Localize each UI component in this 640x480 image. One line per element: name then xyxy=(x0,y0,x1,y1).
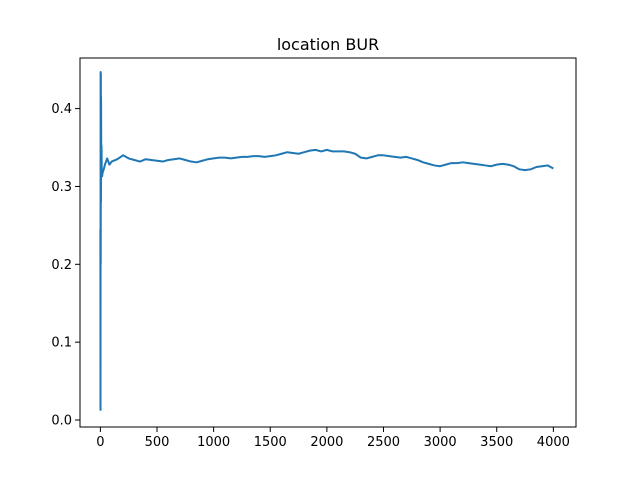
x-tick-label: 500 xyxy=(145,435,170,450)
x-tick-label: 0 xyxy=(96,435,104,450)
axes-frame xyxy=(79,57,577,428)
y-tick-label: 0.0 xyxy=(51,413,72,428)
x-tick-label: 2500 xyxy=(367,435,400,450)
series-line-0 xyxy=(99,71,554,411)
x-tick-label: 2000 xyxy=(310,435,343,450)
axes: 0 500 1000 1500 2000 2500 3000 3500 4000 0.0 0.1 0.… xyxy=(51,57,577,450)
y-tick-label: 0.2 xyxy=(51,258,72,273)
chart-title: location BUR xyxy=(277,35,379,54)
x-tick-label: 4000 xyxy=(537,435,570,450)
x-tick-label: 3000 xyxy=(424,435,457,450)
y-tick-label: 0.3 xyxy=(51,180,72,195)
x-tick-label: 1500 xyxy=(254,435,287,450)
x-tick-label: 1000 xyxy=(197,435,230,450)
y-tick-label: 0.4 xyxy=(51,102,72,117)
x-tick-label: 3500 xyxy=(480,435,513,450)
y-tick-label: 0.1 xyxy=(51,336,72,351)
plot-area xyxy=(99,71,554,411)
